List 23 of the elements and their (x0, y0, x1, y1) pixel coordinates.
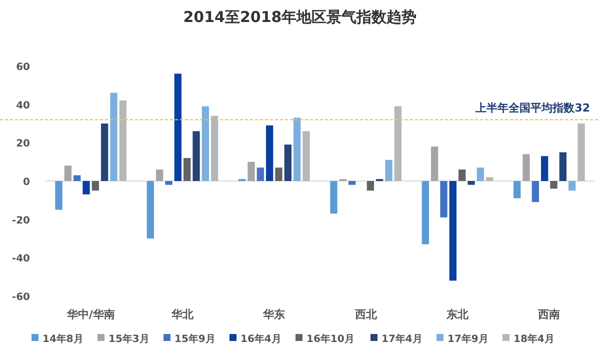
y-tick-label: 40 (16, 100, 30, 112)
legend-label: 14年8月 (42, 333, 84, 345)
x-tick-label: 西南 (537, 308, 560, 321)
x-tick-label: 华北 (170, 308, 194, 321)
legend-label: 15年9月 (174, 333, 216, 345)
x-tick-label: 华东 (262, 308, 286, 321)
y-tick-label: -60 (12, 292, 30, 303)
chart-title: 2014至2018年地区景气指数趋势 (183, 8, 417, 26)
x-tick-label: 东北 (446, 308, 470, 321)
y-tick-label: -40 (12, 254, 30, 265)
legend-label: 17年4月 (382, 333, 422, 345)
y-tick-label: 20 (16, 138, 30, 150)
legend-label: 17年9月 (448, 333, 488, 345)
y-tick-label: -20 (12, 215, 30, 226)
y-tick-label: 0 (23, 177, 30, 188)
ref-line-label: 上半年全国平均指数32 (474, 102, 590, 115)
legend-label: 15年3月 (108, 333, 150, 345)
legend-label: 16年10月 (306, 333, 354, 345)
y-tick-label: 60 (16, 62, 30, 73)
legend-label: 16年4月 (240, 333, 282, 345)
x-tick-label: 华中/华南 (66, 308, 115, 321)
legend-label: 18年4月 (514, 333, 554, 345)
x-tick-label: 西北 (354, 308, 378, 321)
